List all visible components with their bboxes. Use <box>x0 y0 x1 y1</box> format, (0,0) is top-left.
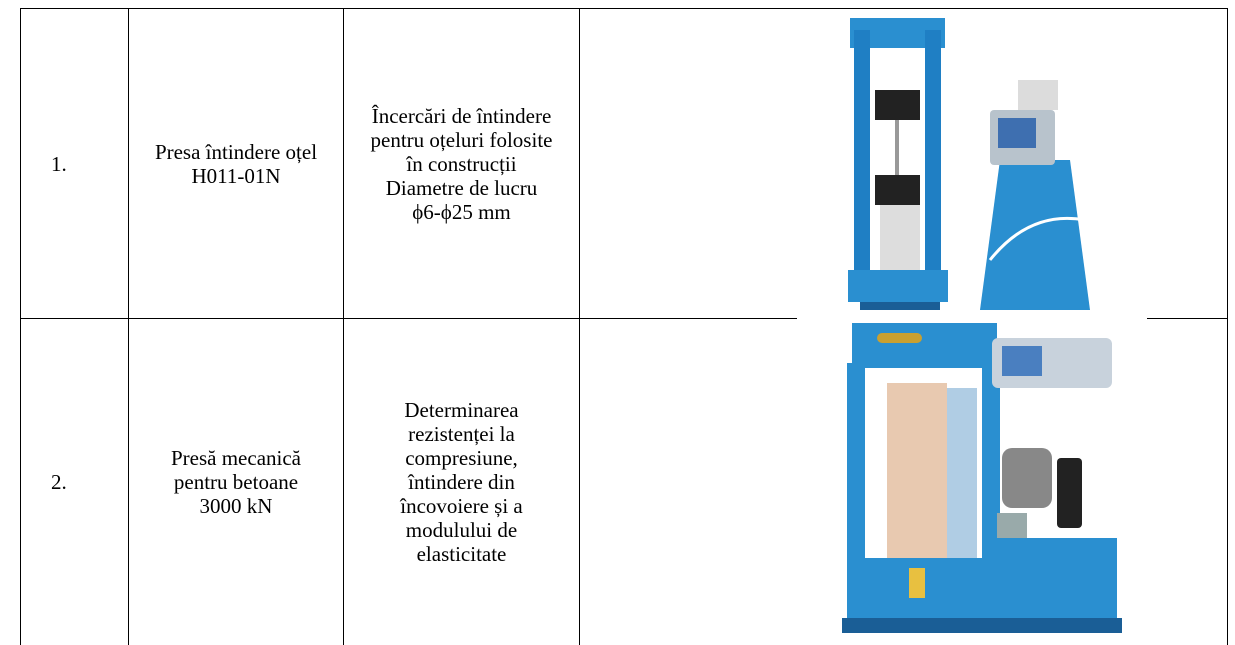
machine-image <box>797 318 1147 645</box>
text-line: elasticitate <box>416 542 507 566</box>
text-line: Determinarea <box>404 398 519 422</box>
cell: Determinarea rezistenței la compresiune, în… <box>344 319 579 645</box>
text-line: compresiune, <box>405 446 518 470</box>
border <box>1227 8 1228 645</box>
text-line: pentru betoane <box>173 470 299 494</box>
text-line: Încercări de întindere <box>371 103 552 128</box>
text-line: pentru oțeluri folosite <box>370 127 553 152</box>
cell: Încercări de întindere pentru oțeluri fol… <box>344 9 579 318</box>
text-line: Presă mecanică <box>170 446 301 470</box>
text-line: H011-01N <box>191 163 281 188</box>
cell: 2. <box>21 319 128 645</box>
text-line: rezistenței la <box>408 422 515 446</box>
text-line: 1. <box>51 151 67 176</box>
text-line: încovoiere și a <box>400 494 523 518</box>
border <box>128 8 129 645</box>
cell: Presa întindere oțel H011-01N <box>129 9 343 318</box>
cell: Presă mecanică pentru betoane 3000 kN <box>129 319 343 645</box>
border <box>343 8 344 645</box>
text-line: în construcții <box>406 151 517 176</box>
cell: 1. <box>21 9 128 318</box>
border <box>20 8 1228 9</box>
border <box>20 8 21 645</box>
text-line: ϕ6-ϕ25 mm <box>412 199 511 224</box>
text-line: Presa întindere oțel <box>154 139 318 164</box>
text-line: 2. <box>51 470 67 494</box>
machine-image <box>848 18 1090 310</box>
text-line: 3000 kN <box>199 494 273 518</box>
text-line: modulului de <box>405 518 518 542</box>
border <box>579 8 580 645</box>
text-line: Diametre de lucru <box>385 175 538 200</box>
text-line: întindere din <box>408 470 515 494</box>
border <box>20 318 1228 319</box>
